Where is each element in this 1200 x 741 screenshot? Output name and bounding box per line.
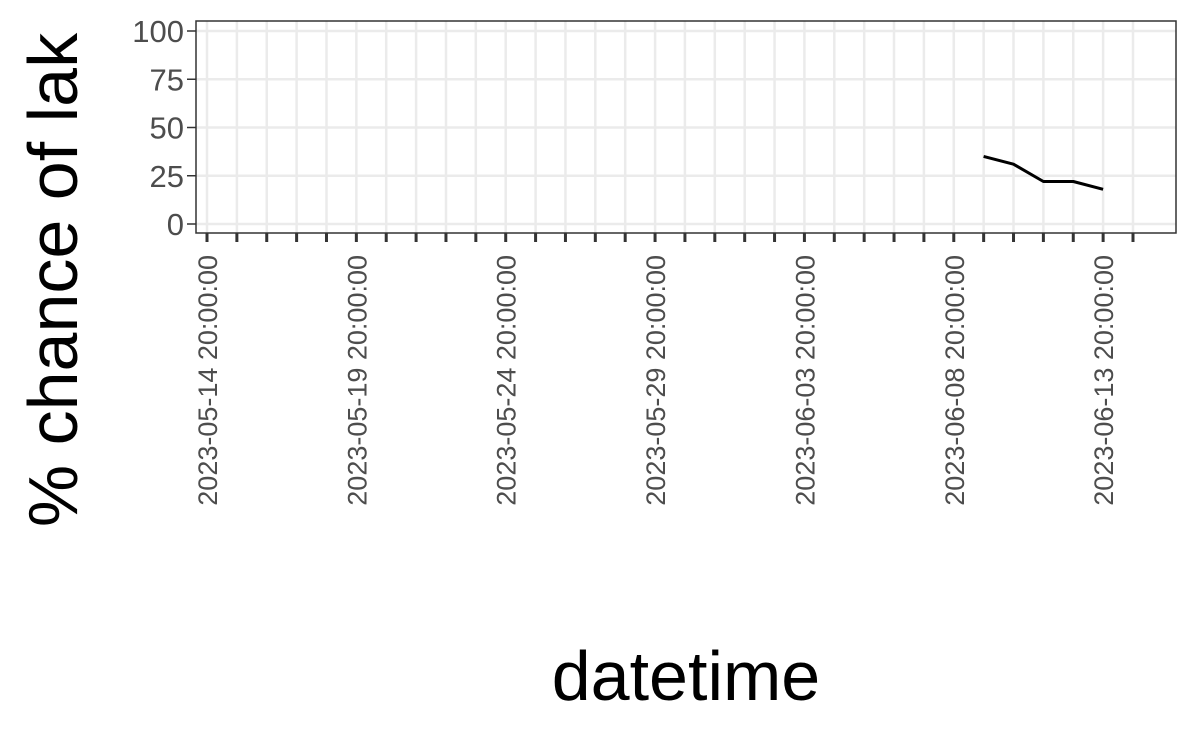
y-tick-label: 100 (132, 14, 184, 49)
y-axis-title: % chance of lak (14, 32, 92, 527)
y-tick-label: 25 (150, 159, 184, 194)
series-line (983, 154, 1104, 191)
y-axis: 0 25 50 75 100 (132, 14, 196, 242)
series-layer (983, 154, 1104, 191)
x-tick-label: 2023-05-24 20:00:00 (492, 255, 522, 506)
x-tick-label: 2023-06-03 20:00:00 (790, 255, 820, 506)
x-tick-label: 2023-05-19 20:00:00 (342, 255, 372, 506)
x-axis: 2023-05-14 20:00:00 2023-05-19 20:00:00 20… (193, 233, 1135, 506)
y-tick-label: 0 (167, 207, 184, 242)
x-axis-title: datetime (552, 637, 820, 715)
x-tick-label: 2023-05-14 20:00:00 (193, 255, 223, 506)
x-tick-label: 2023-05-29 20:00:00 (641, 255, 671, 506)
y-tick-label: 50 (150, 111, 184, 146)
x-tick-label: 2023-06-13 20:00:00 (1089, 255, 1119, 506)
x-tick-label: 2023-06-08 20:00:00 (940, 255, 970, 506)
y-tick-label: 75 (150, 62, 184, 97)
grid (196, 21, 1176, 233)
